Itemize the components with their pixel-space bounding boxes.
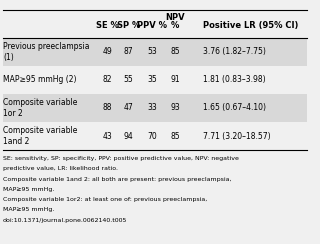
Text: 88: 88: [102, 103, 112, 112]
Text: Previous preeclampsia
(1): Previous preeclampsia (1): [3, 42, 90, 62]
Text: 85: 85: [171, 132, 180, 141]
Text: MAP≥95 mmHg.: MAP≥95 mmHg.: [3, 187, 54, 192]
Text: Composite variable
1or 2: Composite variable 1or 2: [3, 98, 77, 118]
Text: 94: 94: [124, 132, 134, 141]
Text: 1.81 (0.83–3.98): 1.81 (0.83–3.98): [203, 75, 266, 84]
Text: 87: 87: [124, 47, 133, 56]
Text: SP %: SP %: [117, 21, 140, 30]
Text: 3.76 (1.82–7.75): 3.76 (1.82–7.75): [203, 47, 266, 56]
Text: SE: sensitivity, SP: specificity, PPV: positive predictive value, NPV: negative: SE: sensitivity, SP: specificity, PPV: p…: [3, 156, 239, 161]
Text: Composite variable
1and 2: Composite variable 1and 2: [3, 126, 77, 146]
Text: 70: 70: [147, 132, 157, 141]
Text: 82: 82: [102, 75, 112, 84]
Text: MAP≥95 mmHg (2): MAP≥95 mmHg (2): [3, 75, 76, 84]
Text: 33: 33: [147, 103, 157, 112]
Text: doi:10.1371/journal.pone.0062140.t005: doi:10.1371/journal.pone.0062140.t005: [3, 218, 127, 223]
Text: Composite variable 1or2: at least one of: previous preeclampsia,: Composite variable 1or2: at least one of…: [3, 197, 207, 202]
Text: MAP≥95 mmHg.: MAP≥95 mmHg.: [3, 207, 54, 212]
Text: predictive value, LR: likelihood ratio.: predictive value, LR: likelihood ratio.: [3, 166, 118, 171]
Text: %: %: [171, 21, 180, 30]
Text: NPV: NPV: [165, 13, 185, 22]
Text: 53: 53: [147, 47, 157, 56]
Text: 43: 43: [102, 132, 112, 141]
Text: 35: 35: [147, 75, 157, 84]
Text: 91: 91: [171, 75, 180, 84]
Text: Composite variable 1and 2: all both are present: previous preeclampsia,: Composite variable 1and 2: all both are …: [3, 177, 232, 182]
Text: 49: 49: [102, 47, 112, 56]
Text: PPV %: PPV %: [137, 21, 167, 30]
Text: 55: 55: [124, 75, 134, 84]
Bar: [3, 94, 307, 122]
Text: 7.71 (3.20–18.57): 7.71 (3.20–18.57): [203, 132, 271, 141]
Text: SE %: SE %: [96, 21, 118, 30]
Text: 93: 93: [170, 103, 180, 112]
Text: 85: 85: [171, 47, 180, 56]
Text: 1.65 (0.67–4.10): 1.65 (0.67–4.10): [203, 103, 266, 112]
Bar: [3, 38, 307, 66]
Text: 47: 47: [124, 103, 134, 112]
Text: Positive LR (95% CI): Positive LR (95% CI): [203, 21, 299, 30]
